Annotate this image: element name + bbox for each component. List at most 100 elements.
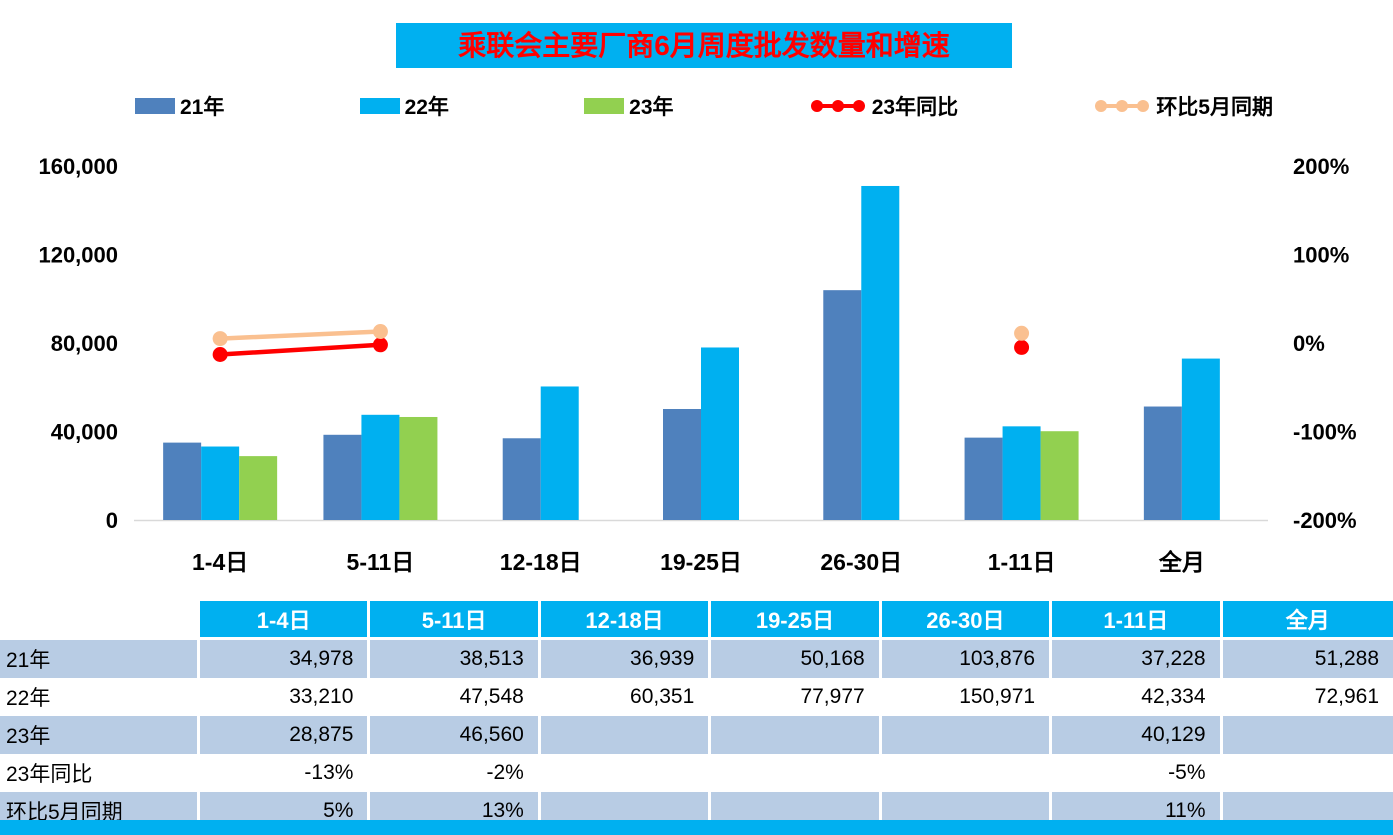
table-row: 23年同比 -13% -2% -5% (0, 754, 1393, 792)
table-cell: 34,978 (200, 640, 371, 678)
bar-22年-26-30日 (861, 185, 900, 520)
table-cell: 47,548 (370, 678, 541, 716)
x-axis-label: 12-18日 (500, 549, 582, 575)
table-cell: 42,334 (1052, 678, 1223, 716)
y2-axis-tick-label: 100% (1293, 243, 1349, 268)
y2-axis-tick-label: 0% (1293, 331, 1325, 356)
legend-label: 23年 (629, 96, 674, 119)
table-row-label: 21年 (0, 640, 200, 678)
y2-axis-tick-label: -200% (1293, 508, 1357, 533)
y2-axis-tick-label: 200% (1293, 154, 1349, 179)
legend-item-23年: 23年 (584, 91, 674, 121)
legend-item-23年同比: 23年同比 (809, 91, 958, 121)
bar-23年-1-4日 (239, 456, 278, 520)
table-cell: -5% (1052, 754, 1223, 792)
bar-22年-1-11日 (1002, 426, 1041, 520)
x-axis-label: 1-11日 (988, 549, 1056, 575)
table-cell: 33,210 (200, 678, 371, 716)
y-axis-tick-label: 160,000 (38, 154, 118, 179)
x-axis-label: 1-4日 (192, 549, 248, 575)
bar-21年-26-30日 (823, 290, 862, 520)
table-cell: -13% (200, 754, 371, 792)
table-row: 23年 28,875 46,560 40,129 (0, 716, 1393, 754)
legend-line-swatch (1095, 100, 1150, 112)
table-cell: 28,875 (200, 716, 371, 754)
bar-21年-全月 (1143, 406, 1182, 520)
table-column-header: 12-18日 (540, 601, 712, 640)
y-axis-tick-label: 80,000 (51, 331, 118, 356)
legend-item-环比5月同期: 环比5月同期 (1093, 91, 1273, 121)
bar-21年-1-4日 (163, 442, 202, 520)
table-column-header: 26-30日 (881, 601, 1053, 640)
marker-环比5月同期 (372, 323, 388, 339)
table-row: 22年 33,210 47,548 60,351 77,977 150,971 42,334… (0, 678, 1393, 716)
bar-23年-5-11日 (399, 416, 438, 520)
table-column-header: 全月 (1222, 601, 1393, 640)
table-cell: 37,228 (1052, 640, 1223, 678)
bar-22年-12-18日 (540, 386, 579, 520)
table-corner-cell (0, 601, 200, 640)
table-cell: 51,288 (1222, 640, 1393, 678)
bar-21年-5-11日 (323, 434, 362, 520)
legend-label: 21年 (180, 96, 225, 119)
table-cell (711, 716, 882, 754)
legend-line-swatch (810, 100, 865, 112)
table-row-label: 23年 (0, 716, 200, 754)
table-column-header: 1-11日 (1052, 601, 1223, 640)
x-axis-label: 5-11日 (347, 549, 415, 575)
table-cell: 150,971 (881, 678, 1053, 716)
x-axis-label: 26-30日 (820, 549, 902, 575)
table-cell (1222, 754, 1393, 792)
marker-23年同比 (212, 347, 228, 363)
table-cell: 77,977 (711, 678, 882, 716)
table-cell (711, 754, 882, 792)
table-row: 21年 34,978 38,513 36,939 50,168 103,876 37,228… (0, 640, 1393, 678)
marker-环比5月同期 (212, 331, 228, 347)
data-table: 1-4日 5-11日 12-18日 19-25日 26-30日 1-11日 全月 21年 34… (0, 601, 1393, 830)
bar-22年-19-25日 (701, 347, 739, 520)
x-axis-label: 全月 (1158, 549, 1205, 575)
legend-item-22年: 22年 (359, 91, 449, 121)
chart-title: 乘联会主要厂商6月周度批发数量和增速 (396, 23, 1012, 68)
legend-bar-swatch (584, 98, 625, 114)
table-cell: 103,876 (881, 640, 1053, 678)
bar-22年-5-11日 (361, 414, 400, 520)
bar-21年-1-11日 (964, 437, 1003, 520)
table-cell: 60,351 (540, 678, 712, 716)
x-axis-label: 19-25日 (660, 549, 742, 575)
marker-23年同比 (372, 337, 388, 353)
marker-环比5月同期 (1014, 325, 1030, 341)
bottom-header-strip (0, 820, 1393, 835)
table-cell: 38,513 (370, 640, 541, 678)
table-row-label: 22年 (0, 678, 200, 716)
line-环比5月同期 (217, 329, 383, 341)
legend-label: 环比5月同期 (1156, 96, 1273, 119)
table-cell: 72,961 (1222, 678, 1393, 716)
legend-item-21年: 21年 (135, 91, 224, 121)
table-cell (540, 716, 712, 754)
legend-label: 22年 (404, 96, 449, 119)
table-cell (881, 716, 1053, 754)
marker-23年同比 (1014, 339, 1030, 355)
legend-bar-swatch (135, 98, 175, 114)
table-cell (540, 754, 712, 792)
bar-21年-12-18日 (502, 438, 541, 520)
table-cell: -2% (370, 754, 541, 792)
table-column-header: 1-4日 (200, 601, 371, 640)
bar-22年-全月 (1181, 358, 1220, 520)
combo-chart: 0 40,000 80,000 120,000 160,000 -200% -100% 0% 1… (38, 154, 1357, 575)
table-column-header: 19-25日 (711, 601, 882, 640)
bar-22年-1-4日 (201, 446, 240, 520)
table-cell (1222, 716, 1393, 754)
bar-23年-1-11日 (1040, 431, 1079, 520)
table-cell: 46,560 (370, 716, 541, 754)
y2-axis-tick-label: -100% (1293, 420, 1357, 445)
table-cell: 50,168 (711, 640, 882, 678)
bar-21年-19-25日 (663, 409, 701, 520)
legend-label: 23年同比 (871, 96, 959, 119)
y-axis-tick-label: 40,000 (51, 420, 118, 445)
table-cell: 36,939 (540, 640, 712, 678)
line-23年同比 (217, 342, 383, 357)
table-cell: 40,129 (1052, 716, 1223, 754)
